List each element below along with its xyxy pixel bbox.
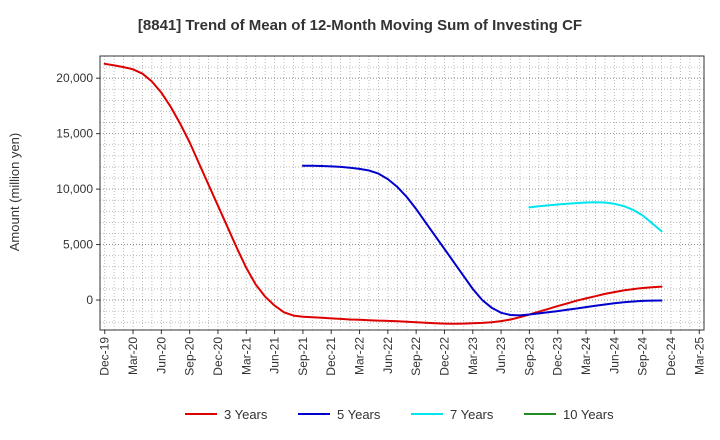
x-tick-label: Mar-22: [353, 337, 367, 375]
x-axis-ticks: Dec-19 Mar-20 Jun-20 Sep-20 Dec-20 Mar-21 Jun-…: [98, 330, 706, 376]
x-tick-label: Mar-24: [579, 337, 593, 375]
legend-item-10-years[interactable]: 10 Years: [524, 407, 614, 422]
x-tick-label: Sep-24: [636, 337, 650, 376]
legend-label: 5 Years: [337, 407, 381, 422]
x-tick-label: Mar-20: [126, 337, 140, 375]
y-axis-label: Amount (million yen): [7, 133, 22, 252]
x-tick-label: Dec-22: [437, 337, 451, 376]
x-tick-label: Jun-23: [494, 337, 508, 374]
x-tick-label: Dec-21: [324, 337, 338, 376]
x-tick-label: Jun-22: [381, 337, 395, 374]
x-tick-label: Dec-19: [98, 337, 112, 376]
x-tick-label: Sep-21: [296, 337, 310, 376]
x-tick-label: Jun-24: [607, 337, 621, 374]
x-tick-label: Jun-20: [154, 337, 168, 374]
x-tick-label: Dec-20: [211, 337, 225, 376]
y-tick-label: 5,000: [63, 238, 93, 252]
x-tick-label: Sep-20: [183, 337, 197, 376]
legend-item-3-years[interactable]: 3 Years: [185, 407, 268, 422]
legend-item-7-years[interactable]: 7 Years: [411, 407, 494, 422]
x-tick-label: Jun-21: [268, 337, 282, 374]
y-tick-label: 15,000: [56, 127, 93, 141]
legend[interactable]: 3 Years 5 Years 7 Years 10 Years: [185, 407, 614, 422]
legend-label: 7 Years: [450, 407, 494, 422]
x-tick-label: Sep-23: [522, 337, 536, 376]
x-tick-label: Mar-21: [239, 337, 253, 375]
y-tick-label: 20,000: [56, 71, 93, 85]
plot-area-frame: [99, 55, 705, 331]
series-line-3-years: [103, 62, 663, 325]
chart-title: [8841] Trend of Mean of 12-Month Moving …: [138, 17, 582, 34]
y-tick-label: 0: [86, 293, 93, 307]
series-lines: [103, 62, 663, 325]
series-line-7-years: [528, 201, 663, 233]
x-tick-label: Sep-22: [409, 337, 423, 376]
x-tick-label: Dec-23: [551, 337, 565, 376]
y-tick-label: 10,000: [56, 182, 93, 196]
legend-label: 3 Years: [224, 407, 268, 422]
series-line-5-years: [301, 164, 663, 317]
x-tick-label: Dec-24: [664, 337, 678, 376]
y-axis-ticks: 0 5,000 10,000 15,000 20,000: [56, 71, 100, 307]
x-tick-label: Mar-25: [692, 337, 706, 375]
legend-label: 10 Years: [563, 407, 614, 422]
x-tick-label: Mar-23: [466, 337, 480, 375]
legend-item-5-years[interactable]: 5 Years: [298, 407, 381, 422]
